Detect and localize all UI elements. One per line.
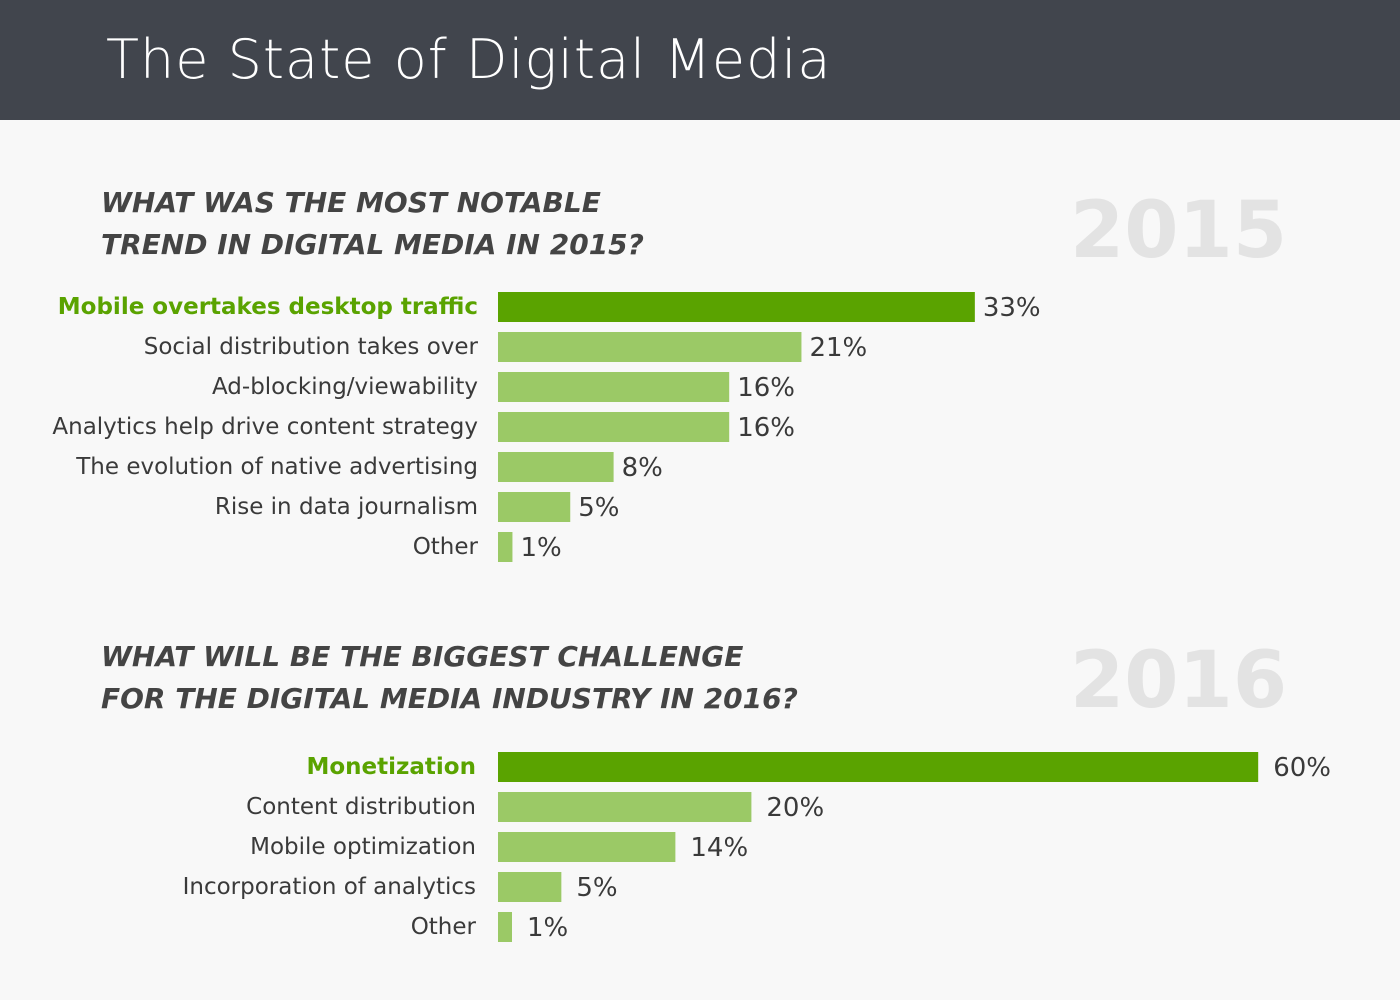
header-bar: The State of Digital Media <box>0 0 1400 120</box>
category-label: Mobile optimization <box>250 834 476 860</box>
year-watermark-2016: 2016 <box>1070 636 1288 726</box>
category-label: Monetization <box>306 754 476 780</box>
value-label: 8% <box>622 453 663 483</box>
question-line-2: FOR THE DIGITAL MEDIA INDUSTRY IN 2016? <box>101 682 798 715</box>
bar <box>498 372 730 402</box>
value-label: 14% <box>690 833 748 863</box>
bar <box>498 832 676 862</box>
question-line-1: WHAT WAS THE MOST NOTABLE <box>101 186 601 219</box>
category-label: Other <box>411 914 477 940</box>
question-line-2: TREND IN DIGITAL MEDIA IN 2015? <box>101 228 644 261</box>
category-label: Content distribution <box>246 794 476 820</box>
value-label: 5% <box>576 873 617 903</box>
value-label: 20% <box>766 793 824 823</box>
value-label: 16% <box>737 413 795 443</box>
bar <box>498 912 512 942</box>
bar <box>498 532 513 562</box>
category-label: Ad-blocking/viewability <box>212 374 478 400</box>
value-label: 1% <box>527 913 568 943</box>
value-label: 60% <box>1273 753 1331 783</box>
value-label: 1% <box>520 533 561 563</box>
category-label: Other <box>413 534 479 560</box>
value-label: 16% <box>737 373 795 403</box>
bar <box>498 292 975 322</box>
category-label: Analytics help drive content strategy <box>52 414 478 440</box>
page-title: The State of Digital Media <box>106 28 832 91</box>
bar <box>498 492 571 522</box>
value-label: 33% <box>983 293 1041 323</box>
year-watermark-2015: 2015 <box>1070 186 1288 276</box>
chart-section-2016: WHAT WILL BE THE BIGGEST CHALLENGE FOR T… <box>0 590 1400 1000</box>
category-label: Social distribution takes over <box>144 334 479 360</box>
bar <box>498 452 614 482</box>
chart-question-2015: WHAT WAS THE MOST NOTABLE TREND IN DIGIT… <box>101 182 644 266</box>
bar-chart-2016: Monetization 60% Content distribution 20% Mo… <box>183 752 1331 943</box>
bar <box>498 412 730 442</box>
category-label: Mobile overtakes desktop traffic <box>58 294 478 320</box>
value-label: 21% <box>809 333 867 363</box>
bar <box>498 872 562 902</box>
bar-chart-2015: Mobile overtakes desktop traffic 33% Socia… <box>52 292 1041 563</box>
value-label: 5% <box>578 493 619 523</box>
bar <box>498 332 802 362</box>
bar <box>498 752 1259 782</box>
question-line-1: WHAT WILL BE THE BIGGEST CHALLENGE <box>101 640 744 673</box>
category-label: Incorporation of analytics <box>183 874 476 900</box>
chart-section-2015: WHAT WAS THE MOST NOTABLE TREND IN DIGIT… <box>0 120 1400 590</box>
category-label: Rise in data journalism <box>215 494 478 520</box>
category-label: The evolution of native advertising <box>75 454 478 480</box>
chart-question-2016: WHAT WILL BE THE BIGGEST CHALLENGE FOR T… <box>101 636 798 720</box>
bar <box>498 792 752 822</box>
